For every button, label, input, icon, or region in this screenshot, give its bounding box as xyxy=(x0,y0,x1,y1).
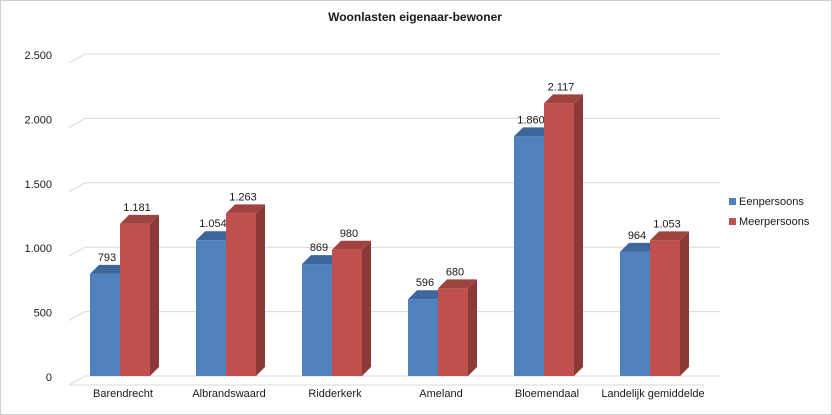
bar-side xyxy=(150,214,159,376)
bar-top xyxy=(90,264,129,274)
bar-eenpersoons xyxy=(408,299,438,376)
x-tick-label: Bloemendaal xyxy=(515,388,579,400)
bar-top xyxy=(620,242,659,252)
gridline-depth xyxy=(68,117,86,128)
legend-label: Meerpersoons xyxy=(739,216,810,228)
gridline-depth xyxy=(68,182,86,193)
y-tick-label: 2.000 xyxy=(24,114,52,126)
bar-top xyxy=(514,127,553,137)
bar-eenpersoons xyxy=(196,240,226,376)
legend-swatch xyxy=(729,218,736,225)
x-tick-label: Landelijk gemiddelde xyxy=(601,388,704,400)
bar-side xyxy=(256,204,265,376)
bar-meerpersoons xyxy=(544,103,574,377)
bar-eenpersoons xyxy=(620,251,650,376)
legend-swatch xyxy=(729,198,736,205)
data-label: 1.860 xyxy=(517,114,545,126)
y-tick-label: 500 xyxy=(34,308,52,320)
bar-top xyxy=(650,231,689,241)
bar-eenpersoons xyxy=(90,273,120,376)
data-label: 596 xyxy=(416,277,434,289)
bar-top xyxy=(302,255,341,265)
gridline-depth xyxy=(68,311,86,322)
data-label: 1.053 xyxy=(653,218,681,230)
bar-meerpersoons xyxy=(438,288,468,376)
gridline-depth xyxy=(68,246,86,257)
data-label: 1.263 xyxy=(229,191,257,203)
bar-side xyxy=(574,94,583,377)
data-label: 1.054 xyxy=(199,218,227,230)
bar-top xyxy=(196,231,235,241)
y-tick-label: 1.000 xyxy=(24,243,52,255)
bar-top xyxy=(332,240,371,250)
gridline-depth xyxy=(68,375,86,386)
y-tick-label: 0 xyxy=(46,372,52,384)
data-label: 680 xyxy=(446,266,464,278)
bar-side xyxy=(468,279,477,376)
bar-top xyxy=(120,214,159,224)
legend-label: Eenpersoons xyxy=(739,196,804,208)
y-tick-label: 2.500 xyxy=(24,50,52,62)
bar-side xyxy=(362,240,371,376)
gridline-depth xyxy=(68,53,86,64)
data-label: 964 xyxy=(628,230,646,242)
data-label: 2.117 xyxy=(548,81,575,93)
data-label: 869 xyxy=(310,242,328,254)
data-label: 980 xyxy=(340,228,358,240)
bar-eenpersoons xyxy=(514,136,544,376)
data-label: 793 xyxy=(98,252,116,264)
y-tick-label: 1.500 xyxy=(24,179,52,191)
bar-top xyxy=(226,204,265,214)
bar-top xyxy=(408,290,447,300)
bar-side xyxy=(680,231,689,376)
data-label: 1.181 xyxy=(123,202,151,214)
x-tick-label: Ridderkerk xyxy=(308,388,362,400)
bar-meerpersoons xyxy=(226,213,256,376)
chart-title: Woonlasten eigenaar-bewoner xyxy=(328,10,502,24)
bar-meerpersoons xyxy=(332,249,362,376)
x-tick-label: Ameland xyxy=(419,388,462,400)
bar-top xyxy=(438,279,477,289)
bar-meerpersoons xyxy=(120,223,150,376)
bar-meerpersoons xyxy=(650,240,680,376)
bar-top xyxy=(544,94,583,104)
x-tick-label: Albrandswaard xyxy=(192,388,265,400)
bar-eenpersoons xyxy=(302,264,332,376)
x-tick-label: Barendrecht xyxy=(93,388,153,400)
